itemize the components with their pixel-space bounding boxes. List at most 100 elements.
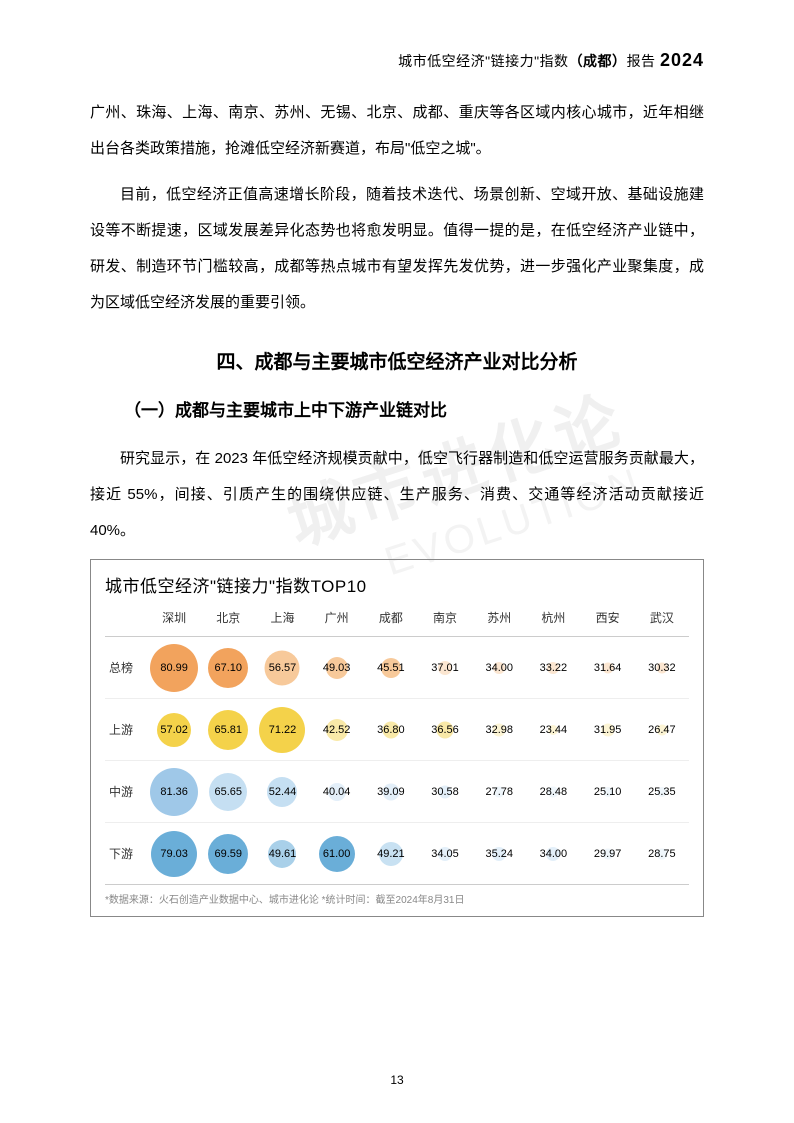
chart-dot-value: 67.10 — [215, 662, 243, 674]
chart-dot-value: 69.59 — [215, 848, 243, 860]
chart-cell: 52.44 — [255, 761, 309, 823]
chart-cell: 67.10 — [201, 637, 255, 699]
chart-cell: 65.81 — [201, 699, 255, 761]
chart-cell: 81.36 — [147, 761, 201, 823]
page-number: 13 — [0, 1073, 794, 1087]
chart-col-header: 北京 — [201, 607, 255, 637]
chart-cell: 39.09 — [364, 761, 418, 823]
chart-cell: 30.58 — [418, 761, 472, 823]
paragraph-3: 研究显示，在 2023 年低空经济规模贡献中，低空飞行器制造和低空运营服务贡献最… — [90, 441, 704, 549]
chart-dot-value: 61.00 — [323, 848, 351, 860]
chart-dot-value: 40.04 — [323, 786, 351, 798]
chart-cell: 80.99 — [147, 637, 201, 699]
chart-dot-value: 36.80 — [377, 724, 405, 736]
paragraph-1: 广州、珠海、上海、南京、苏州、无锡、北京、成都、重庆等各区域内核心城市，近年相继… — [90, 95, 704, 167]
page-header: 城市低空经济"链接力"指数（成都）报告 2024 — [90, 50, 704, 71]
chart-dot-value: 65.81 — [215, 724, 243, 736]
chart-title: 城市低空经济"链接力"指数TOP10 — [105, 572, 689, 597]
chart-dot-value: 36.56 — [431, 724, 459, 736]
chart-dot-value: 27.78 — [485, 786, 513, 798]
chart-dot-value: 57.02 — [160, 724, 188, 736]
chart-col-header: 成都 — [364, 607, 418, 637]
chart-dot-value: 42.52 — [323, 724, 351, 736]
chart-cell: 34.05 — [418, 823, 472, 885]
chart-cell: 31.64 — [581, 637, 635, 699]
chart-cell: 69.59 — [201, 823, 255, 885]
chart-dot-value: 81.36 — [160, 786, 188, 798]
chart-cell: 49.61 — [255, 823, 309, 885]
chart-cell: 33.22 — [526, 637, 580, 699]
chart-col-header: 杭州 — [526, 607, 580, 637]
chart-dot-value: 25.35 — [648, 786, 676, 798]
chart-row: 上游57.0265.8171.2242.5236.8036.5632.9823.… — [105, 699, 689, 761]
chart-cell: 34.00 — [472, 637, 526, 699]
chart-cell: 23.44 — [526, 699, 580, 761]
chart-col-header: 上海 — [255, 607, 309, 637]
header-suffix: 报告 — [627, 53, 656, 69]
chart-cell: 42.52 — [310, 699, 364, 761]
chart-cell: 65.65 — [201, 761, 255, 823]
chart-cell: 32.98 — [472, 699, 526, 761]
chart-dot-value: 79.03 — [160, 848, 188, 860]
chart-dot-value: 26.47 — [648, 724, 676, 736]
chart-col-blank — [105, 607, 147, 637]
chart-cell: 49.03 — [310, 637, 364, 699]
chart-cell: 36.80 — [364, 699, 418, 761]
chart-dot-value: 49.03 — [323, 662, 351, 674]
chart-col-header: 广州 — [310, 607, 364, 637]
header-year: 2024 — [660, 50, 704, 70]
chart-cell: 79.03 — [147, 823, 201, 885]
paragraph-2: 目前，低空经济正值高速增长阶段，随着技术迭代、场景创新、空域开放、基础设施建设等… — [90, 177, 704, 321]
chart-dot-value: 45.51 — [377, 662, 405, 674]
chart-cell: 28.48 — [526, 761, 580, 823]
chart-dot-value: 29.97 — [594, 848, 622, 860]
header-prefix: 城市低空经济"链接力"指数 — [398, 53, 568, 69]
chart-cell: 45.51 — [364, 637, 418, 699]
chart-dot-value: 37.01 — [431, 662, 459, 674]
chart-cell: 61.00 — [310, 823, 364, 885]
chart-dot-value: 31.95 — [594, 724, 622, 736]
chart-dot-value: 35.24 — [485, 848, 513, 860]
chart-row: 中游 81.36 65.65 52.44 40.04 39.09 30.58 27.78 28.… — [105, 761, 689, 823]
chart-cell: 56.57 — [255, 637, 309, 699]
chart-cell: 35.24 — [472, 823, 526, 885]
chart-dot-value: 56.57 — [269, 662, 297, 674]
chart-dot-value: 65.65 — [215, 786, 243, 798]
chart-cell: 37.01 — [418, 637, 472, 699]
chart-row-label: 中游 — [105, 761, 147, 823]
chart-dot-value: 32.98 — [485, 724, 513, 736]
chart-dot-value: 39.09 — [377, 786, 405, 798]
chart-dot-value: 49.61 — [269, 848, 297, 860]
chart-cell: 30.32 — [635, 637, 689, 699]
chart-dot-value: 30.32 — [648, 662, 676, 674]
chart-col-header: 深圳 — [147, 607, 201, 637]
chart-cell: 34.00 — [526, 823, 580, 885]
chart-dot-value: 23.44 — [540, 724, 568, 736]
chart-row-label: 下游 — [105, 823, 147, 885]
chart-cell: 25.35 — [635, 761, 689, 823]
chart-dot-value: 80.99 — [160, 662, 188, 674]
chart-dot-value: 49.21 — [377, 848, 405, 860]
chart-dot-value: 34.00 — [485, 662, 513, 674]
chart-container: 城市低空经济"链接力"指数TOP10 深圳北京上海广州成都南京苏州杭州西安武汉 … — [90, 559, 704, 917]
chart-dot-value: 28.48 — [540, 786, 568, 798]
chart-col-header: 西安 — [581, 607, 635, 637]
chart-dot-value: 34.00 — [540, 848, 568, 860]
chart-col-header: 武汉 — [635, 607, 689, 637]
chart-dot-value: 52.44 — [269, 786, 297, 798]
chart-row-label: 总榜 — [105, 637, 147, 699]
chart-dot-value: 33.22 — [540, 662, 568, 674]
chart-cell: 28.75 — [635, 823, 689, 885]
chart-cell: 71.22 — [255, 699, 309, 761]
chart-footnote: *数据来源：火石创造产业数据中心、城市进化论 *统计时间：截至2024年8月31… — [105, 891, 689, 906]
chart-cell: 31.95 — [581, 699, 635, 761]
chart-dot-value: 71.22 — [269, 724, 297, 736]
section-heading-1: 四、成都与主要城市低空经济产业对比分析 — [90, 347, 704, 374]
chart-col-header: 南京 — [418, 607, 472, 637]
chart-cell: 26.47 — [635, 699, 689, 761]
chart-row: 下游 79.03 69.59 49.61 61.00 49.21 34.05 35.24 34.… — [105, 823, 689, 885]
chart-cell: 57.02 — [147, 699, 201, 761]
chart-cell: 36.56 — [418, 699, 472, 761]
chart-dot-value: 31.64 — [594, 662, 622, 674]
chart-cell: 27.78 — [472, 761, 526, 823]
